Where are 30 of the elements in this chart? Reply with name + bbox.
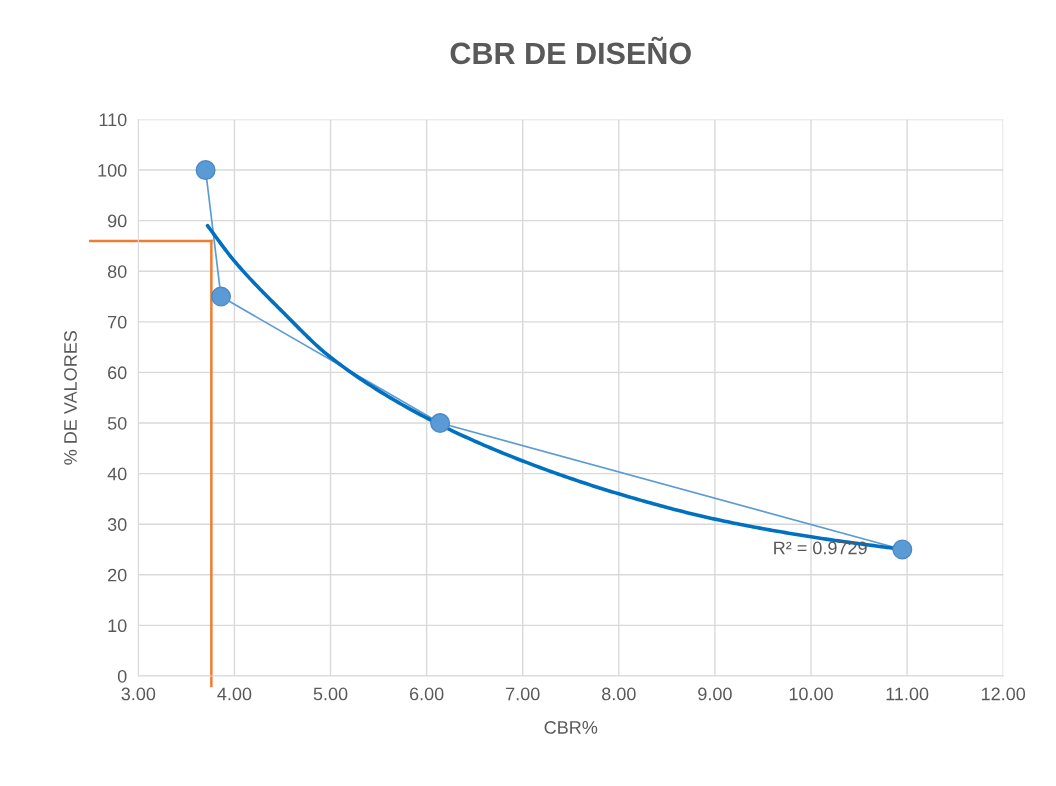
x-tick-label: 12.00 xyxy=(981,687,1026,701)
point xyxy=(430,412,451,434)
y-tick-label: 70 xyxy=(108,315,127,329)
y-axis-title: % DE VALORES xyxy=(64,330,77,465)
point xyxy=(210,286,231,307)
y-tick-label: 80 xyxy=(107,265,127,278)
x-tick-label: 3.00 xyxy=(121,687,156,701)
y-tick-label: 110 xyxy=(99,113,127,127)
y-tick-label: 30 xyxy=(107,518,127,531)
x-tick-label: 6.00 xyxy=(409,687,444,701)
point xyxy=(892,539,913,560)
y-tick-label: 100 xyxy=(98,164,127,177)
x-tick-label: 5.00 xyxy=(313,687,348,701)
y-tick-label: 0 xyxy=(117,669,127,683)
x-tick-label: 4.00 xyxy=(217,687,252,701)
x-tick-label: 8.00 xyxy=(602,687,636,701)
y-tick-label: 50 xyxy=(107,416,127,430)
y-tick-label: 40 xyxy=(107,467,127,481)
annotation: R² = 0.9729 xyxy=(774,541,867,555)
chart-title: CBR DE DISEÑO xyxy=(450,36,691,65)
x-tick-label: 9.00 xyxy=(698,687,732,701)
y-tick-label: 10 xyxy=(108,619,127,633)
x-axis-title: CBR% xyxy=(544,721,598,734)
x-tick-label: 11.00 xyxy=(886,687,929,701)
y-tick-label: 90 xyxy=(107,214,127,228)
x-tick-label: 7.00 xyxy=(506,687,540,701)
y-tick-label: 20 xyxy=(108,568,127,582)
point xyxy=(195,160,216,181)
y-tick-label: 60 xyxy=(108,366,127,380)
x-tick-label: 10.00 xyxy=(789,687,833,701)
